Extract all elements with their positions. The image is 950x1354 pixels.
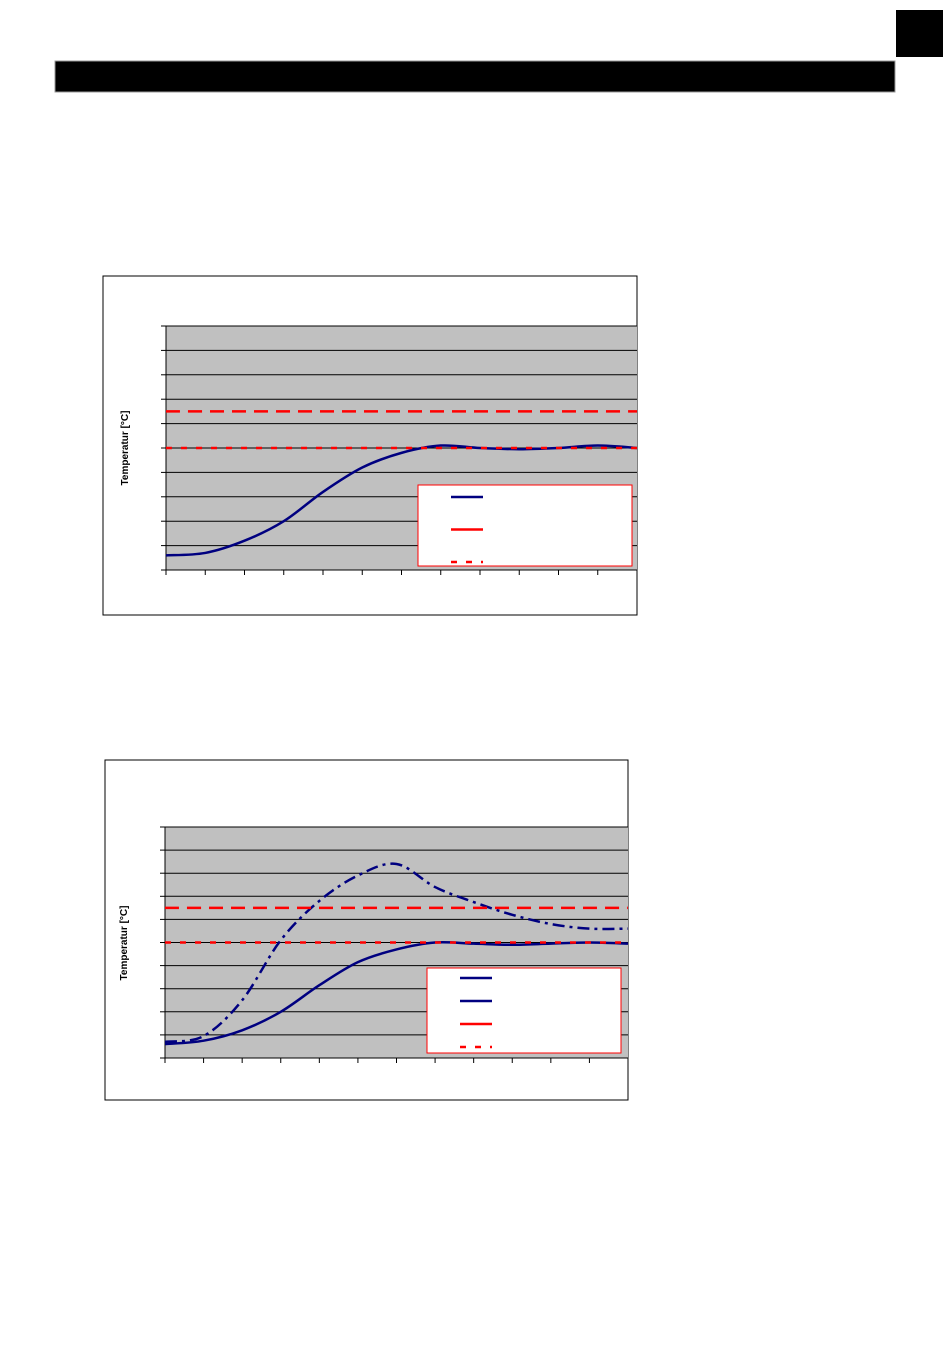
series-line — [164, 862, 629, 1044]
y-axis-label: Temperatur [°C] — [119, 906, 130, 981]
legend-box — [426, 967, 622, 1054]
page-marker — [896, 10, 943, 57]
legend-box — [417, 484, 633, 567]
series-line — [164, 940, 629, 1046]
y-axis-label: Temperatur [°C] — [120, 411, 131, 486]
header-bar — [54, 60, 896, 93]
